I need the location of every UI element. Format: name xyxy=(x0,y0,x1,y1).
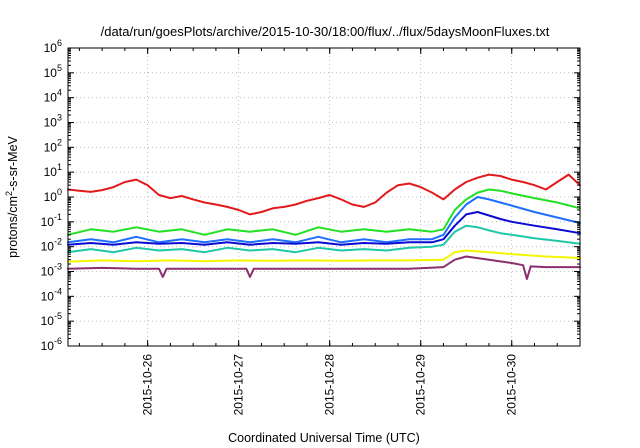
y-tick-label: 103 xyxy=(44,113,62,130)
y-tick-label: 105 xyxy=(44,63,62,80)
x-tick-label: 2015-10-28 xyxy=(323,354,337,416)
y-axis-label: protons/cm2-s-sr-MeV xyxy=(4,135,20,257)
series-line-5 xyxy=(67,224,581,254)
y-tick-label: 100 xyxy=(44,187,62,204)
y-tick-label: 10-6 xyxy=(41,336,62,353)
y-axis: 10-6 10-5 10-4 10-3 10-2 10-1 100 101 102 103 104 1… xyxy=(41,38,580,353)
y-tick-label: 10-5 xyxy=(41,311,62,328)
x-axis: 2015-10-26 2015-10-27 2015-10-28 2015-10-29… xyxy=(78,48,581,416)
x-tick-label: 2015-10-26 xyxy=(141,354,155,416)
y-tick-label: 10-1 xyxy=(41,212,62,229)
y-tick-label: 10-2 xyxy=(41,237,62,254)
x-axis-label: Coordinated Universal Time (UTC) xyxy=(228,431,420,445)
x-tick-label: 2015-10-30 xyxy=(505,354,519,416)
series-line-7 xyxy=(67,255,581,280)
series-line-6 xyxy=(67,249,581,263)
y-tick-label: 101 xyxy=(44,162,62,179)
series-line-1 xyxy=(67,173,581,216)
grid-x xyxy=(147,48,513,346)
series-layer xyxy=(67,173,581,280)
chart-title: /data/run/goesPlots/archive/2015-10-30/1… xyxy=(101,24,550,39)
x-tick-label: 2015-10-29 xyxy=(414,354,428,416)
y-tick-label: 10-3 xyxy=(41,262,62,279)
y-tick-label: 104 xyxy=(44,88,62,105)
x-tick-label: 2015-10-27 xyxy=(232,354,246,416)
series-line-2 xyxy=(67,188,581,236)
series-line-4 xyxy=(67,211,581,246)
series-line-3 xyxy=(67,196,581,244)
y-tick-label: 106 xyxy=(44,38,62,55)
y-tick-label: 102 xyxy=(44,137,62,154)
y-tick-label: 10-4 xyxy=(41,286,62,303)
